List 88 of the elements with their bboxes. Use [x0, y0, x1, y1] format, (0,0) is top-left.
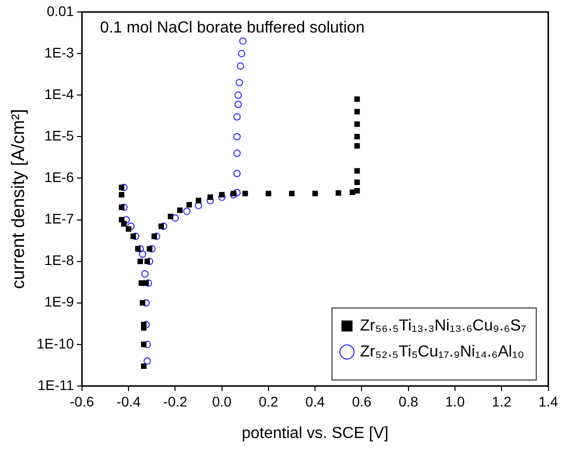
legend-label: Zr₅₆.₅Ti₁₃.₃Ni₁₃.₆Cu₉.₆S₇: [360, 317, 526, 334]
point: [140, 363, 147, 369]
y-axis-title: current density [A/cm²]: [8, 108, 28, 290]
point: [144, 279, 152, 287]
point: [121, 221, 127, 227]
point: [138, 280, 144, 286]
y-tick-label: 1E-8: [44, 252, 74, 268]
point: [138, 250, 146, 258]
point: [233, 150, 241, 157]
point: [135, 246, 141, 252]
y-tick-label: 1E-10: [36, 335, 74, 352]
annotation: 0.1 mol NaCl borate buffered solution: [100, 19, 365, 36]
y-tick-label: 1E-3: [44, 44, 74, 60]
point: [350, 189, 356, 195]
x-axis-title: potential vs. SCE [V]: [242, 424, 388, 442]
point: [186, 202, 192, 208]
point: [194, 202, 202, 210]
point: [238, 50, 246, 58]
point: [146, 246, 152, 252]
y-tick-label: 1E-11: [38, 376, 74, 393]
x-tick-label: 0.6: [352, 393, 372, 410]
x-tick-label: -0.6: [70, 393, 94, 410]
point: [168, 214, 174, 220]
y-tick-label: 1E-6: [44, 169, 74, 186]
x-tick-label: 1.4: [538, 393, 558, 410]
point: [207, 194, 213, 200]
x-tick-label: 1.0: [445, 393, 465, 410]
point: [239, 37, 247, 45]
point: [140, 342, 147, 348]
point: [142, 299, 150, 307]
x-tick-label: 0.2: [258, 393, 278, 410]
point: [354, 179, 360, 186]
point: [234, 100, 242, 108]
point: [354, 143, 360, 149]
point: [118, 204, 124, 210]
point: [177, 207, 183, 213]
point: [289, 190, 295, 196]
point: [233, 132, 241, 140]
y-tick-label: 0.01: [46, 2, 74, 19]
point: [144, 258, 150, 264]
point: [140, 325, 147, 331]
point: [118, 192, 124, 198]
x-tick-label: 0.0: [212, 393, 232, 410]
point: [354, 96, 360, 102]
point: [354, 108, 360, 114]
point: [146, 258, 154, 266]
point: [151, 234, 157, 240]
y-tick-label: 1E-9: [44, 294, 74, 310]
point: [172, 214, 179, 222]
point: [336, 190, 342, 196]
point: [143, 280, 149, 286]
point: [137, 258, 144, 264]
y-tick-label: 1E-7: [44, 210, 74, 227]
x-tick-label: 0.8: [398, 393, 418, 410]
point: [234, 91, 242, 99]
point: [130, 234, 136, 240]
point: [354, 121, 360, 127]
point: [144, 340, 151, 348]
point: [354, 168, 360, 174]
point: [141, 270, 149, 278]
x-tick-label: -0.2: [163, 393, 188, 410]
point: [312, 190, 318, 196]
point: [354, 134, 360, 140]
x-tick-label: 1.2: [492, 393, 512, 410]
point: [233, 170, 241, 178]
point: [266, 190, 272, 196]
point: [233, 113, 241, 121]
point: [158, 223, 164, 229]
point: [140, 300, 146, 306]
point: [126, 226, 132, 232]
point: [236, 62, 244, 70]
x-tick-label: -0.4: [116, 393, 141, 410]
point: [219, 192, 225, 198]
point: [118, 184, 124, 190]
point: [144, 357, 151, 365]
point: [236, 78, 244, 86]
y-tick-label: 1E-5: [44, 128, 74, 144]
point: [120, 184, 128, 192]
point: [127, 222, 135, 230]
y-tick-label: 1E-4: [44, 86, 74, 102]
x-tick-label: 0.4: [305, 393, 326, 410]
point: [196, 198, 202, 204]
point: [233, 188, 241, 196]
point: [242, 190, 248, 196]
point: [148, 245, 156, 253]
point: [354, 188, 360, 194]
point: [183, 208, 191, 215]
legend-label: Zr₅₂.₅Ti₅Cu₁₇.₉Ni₁₄.₆Al₁₀: [360, 343, 524, 360]
